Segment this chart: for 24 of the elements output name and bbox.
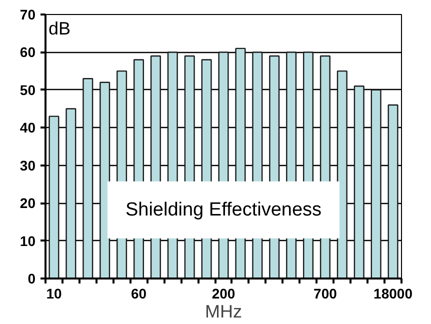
y-tick-label: 60 — [20, 44, 36, 60]
bar — [370, 89, 382, 278]
y-tick-label: 50 — [20, 82, 36, 98]
bar — [100, 82, 110, 278]
x-tick-label: 10 — [46, 286, 62, 302]
bar — [336, 70, 348, 278]
bar — [82, 78, 94, 278]
bar — [66, 108, 76, 278]
x-tick-label: 200 — [212, 286, 236, 302]
bar — [48, 116, 60, 278]
bar — [354, 86, 364, 278]
y-tick-label: 70 — [20, 6, 36, 22]
y-tick-label: 0 — [28, 270, 36, 286]
x-axis-title: MHz — [205, 302, 242, 322]
y-tick-label: 40 — [20, 120, 36, 136]
annotation: Shielding Effectiveness — [125, 199, 322, 220]
bar — [388, 104, 398, 278]
y-axis-title: dB — [48, 18, 71, 38]
x-tick-label: 60 — [130, 286, 147, 302]
y-tick-label: 30 — [20, 157, 36, 174]
y-tick-label: 20 — [20, 195, 36, 212]
y-tick-label: 10 — [20, 232, 36, 249]
x-tick-label: 700 — [314, 286, 338, 302]
x-tick-label: 18000 — [374, 286, 413, 302]
